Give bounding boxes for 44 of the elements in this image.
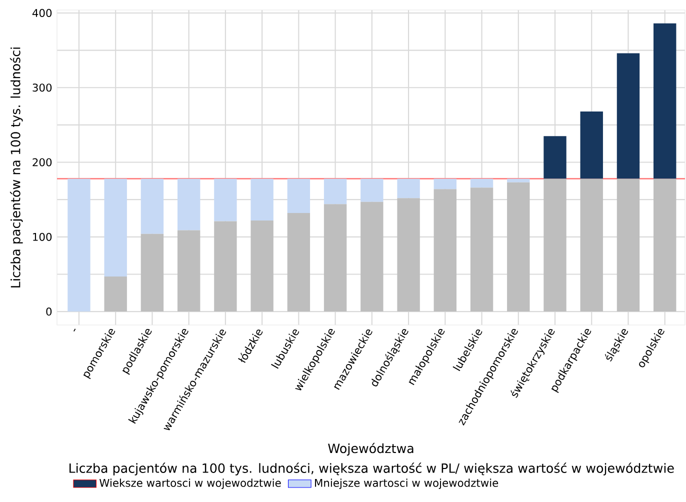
bar <box>250 178 274 220</box>
y-axis-title: Liczba pacjentów na 100 tys. ludności <box>10 48 23 288</box>
bar <box>507 178 530 182</box>
bar <box>214 178 237 222</box>
x-axis-title: Województwa <box>328 442 414 456</box>
bar <box>616 53 640 179</box>
y-tick-label: 300 <box>32 84 52 92</box>
bar <box>140 234 164 312</box>
legend-label: Wieksze wartosci w wojewodztwie <box>100 478 281 489</box>
bar <box>68 178 90 312</box>
y-tick-label: 200 <box>32 158 52 166</box>
bar <box>287 178 310 214</box>
bar <box>580 112 603 179</box>
bar <box>507 182 530 312</box>
bar <box>360 202 384 312</box>
y-tick-label: 400 <box>32 8 52 18</box>
bar <box>397 178 420 198</box>
bar <box>434 189 457 312</box>
bar <box>177 230 200 312</box>
legend-title: Liczba pacjentów na 100 tys. ludności, większa wartość w PL/ większa wartość w województwie <box>70 462 674 476</box>
y-tick-label: 100 <box>33 232 52 241</box>
bar <box>544 178 566 312</box>
bar <box>104 276 127 312</box>
bar <box>250 220 274 312</box>
bar <box>324 178 347 204</box>
bar <box>324 204 347 312</box>
bar <box>434 178 457 190</box>
bar <box>580 178 603 312</box>
bar <box>397 198 420 312</box>
bar <box>104 178 127 276</box>
legend-label: Mniejsze wartosci w wojewodztwie <box>315 478 498 489</box>
y-tick-label: 0 <box>46 308 52 316</box>
bar <box>140 178 164 234</box>
bar <box>470 188 494 312</box>
bar <box>616 178 640 312</box>
bar <box>287 213 310 312</box>
bar <box>654 178 676 312</box>
x-tick-label: - <box>73 328 76 332</box>
bar <box>214 221 237 312</box>
bar <box>470 178 494 188</box>
bar <box>360 178 384 202</box>
bar <box>654 23 676 179</box>
bar <box>177 178 200 230</box>
bar <box>544 136 566 179</box>
